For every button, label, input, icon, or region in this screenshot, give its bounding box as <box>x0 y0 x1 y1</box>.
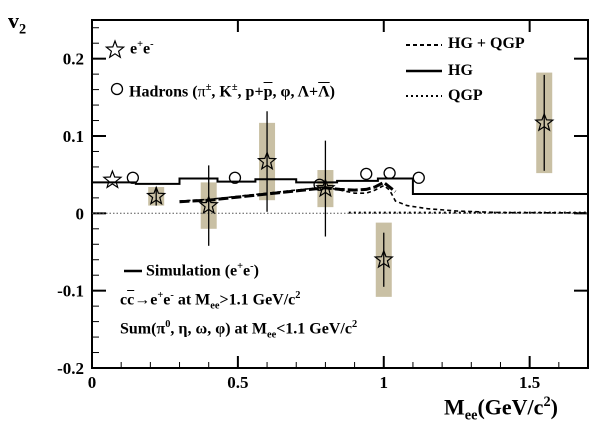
markers <box>102 74 555 287</box>
hadron-marker-0 <box>126 171 139 184</box>
legend-qgp: QGP <box>448 87 483 104</box>
ee-marker-low <box>102 169 123 189</box>
hg-qgp-curve <box>179 184 589 214</box>
ee-marker-5 <box>534 112 555 132</box>
y-tick-label: 0.2 <box>63 50 84 69</box>
axes: -0.2 -0.1 0 0.1 0.2 0 0.5 1 1.5 <box>57 19 589 392</box>
legend-hadrons: Hadrons (π±, K±, p+p, φ, Λ+Λ) <box>129 82 335 101</box>
ee-marker-0 <box>145 185 167 205</box>
hadron-marker-4 <box>383 166 396 180</box>
ee-marker-2 <box>256 150 278 171</box>
legend-circle-icon <box>110 82 124 96</box>
curves <box>92 177 589 214</box>
x-axis-label: Mee(GeV/c2) <box>444 394 558 424</box>
legend-glyphs <box>104 39 442 273</box>
ee-marker-1 <box>198 194 219 215</box>
hadron-marker-5 <box>412 171 425 184</box>
y-axis-label: v2 <box>8 8 27 38</box>
hg-curve <box>179 180 397 204</box>
hadron-marker-1 <box>228 171 242 184</box>
note-ccbar: cc→e+e- at Mee>1.1 GeV/c2 <box>120 290 301 312</box>
y-tick-label: -0.1 <box>57 282 84 301</box>
legend-hg-qgp: HG + QGP <box>448 35 525 52</box>
legend-star-icon <box>104 39 126 59</box>
legend-hg: HG <box>448 62 473 79</box>
note-sum: Sum(π0, η, ω, φ) at Mee<1.1 GeV/c2 <box>120 319 358 341</box>
hadron-marker-3 <box>360 167 373 181</box>
x-tick-label: 1.5 <box>519 373 540 392</box>
x-tick-label: 1 <box>380 373 389 392</box>
x-tick-label: 0 <box>88 373 97 392</box>
y-tick-label: 0 <box>76 204 85 223</box>
ee-marker-3 <box>315 177 336 198</box>
note-simulation: Simulation (e+e-) <box>146 261 259 280</box>
y-tick-label: -0.2 <box>57 359 84 378</box>
ee-marker-4 <box>373 248 394 269</box>
x-tick-label: 0.5 <box>227 373 248 392</box>
y-tick-label: 0.1 <box>63 127 84 146</box>
simulation-step <box>92 177 588 195</box>
legend-ee: e+e- <box>130 39 154 58</box>
